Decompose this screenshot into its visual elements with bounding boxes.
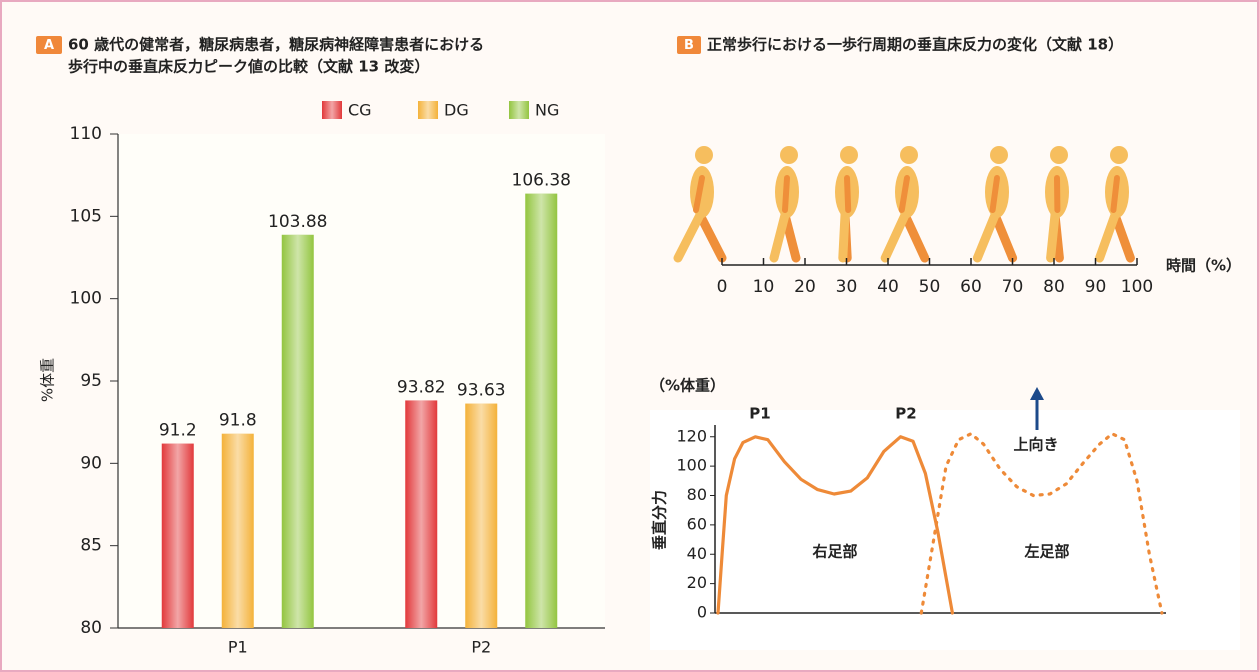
legend-swatch-shine: [509, 101, 529, 119]
annotation: P2: [895, 405, 916, 423]
bar-shine: [465, 403, 498, 628]
figure-head: [900, 146, 918, 164]
y-tick-label: 105: [70, 206, 102, 226]
data-label: 91.2: [159, 421, 197, 441]
data-label: 93.82: [397, 377, 446, 397]
y-tick-label: 95: [80, 371, 102, 391]
badge: B: [684, 38, 694, 53]
annotation: P1: [749, 405, 770, 423]
x-tick-label: P1: [228, 638, 248, 657]
badge: A: [44, 38, 54, 53]
x-tick-label: 70: [1002, 277, 1024, 297]
x-tick-label: 10: [753, 277, 775, 297]
x-tick-label: 90: [1085, 277, 1107, 297]
line-series: [716, 435, 954, 615]
y-tick-label: 100: [70, 289, 102, 309]
annotation: 上向き: [1013, 436, 1058, 454]
figure-leg: [1110, 210, 1135, 263]
series-label: 右足部: [812, 543, 857, 561]
x-axis-label: 時間（%）: [1166, 257, 1241, 275]
legend-label: CG: [348, 101, 372, 120]
y-tick-label: 80: [80, 618, 102, 638]
line-series: [919, 432, 1164, 615]
figure-arm: [898, 175, 910, 213]
y-tick-label: 20: [687, 573, 707, 592]
figure-head: [990, 146, 1008, 164]
figure-leg: [1095, 210, 1120, 263]
legend-label: DG: [444, 101, 469, 120]
y-tick-label: 40: [687, 544, 707, 563]
x-tick-label: 50: [919, 277, 941, 297]
data-label: 91.8: [219, 411, 257, 431]
badge-box: [677, 36, 701, 54]
figure-arm: [693, 175, 705, 213]
y-tick-label: 0: [697, 603, 707, 622]
bar-shine: [281, 234, 314, 628]
figure-leg: [990, 210, 1018, 263]
data-label: 93.63: [457, 381, 506, 401]
figure-head: [695, 146, 713, 164]
chart-title: 正常歩行における一歩行周期の垂直床反力の変化（文献 18）: [707, 36, 1123, 54]
plot-area: [118, 134, 605, 628]
bar-shine: [161, 443, 194, 628]
figure-leg: [673, 210, 705, 263]
figure-head: [1050, 146, 1068, 164]
y-tick-label: 110: [70, 124, 102, 144]
unit-label: （%体重）: [650, 377, 725, 395]
x-tick-label: 100: [1121, 277, 1153, 297]
badge-box: [36, 36, 62, 54]
figure-leg: [695, 210, 727, 263]
data-label: 106.38: [512, 171, 571, 191]
figure-head: [840, 146, 858, 164]
bar-shine: [525, 193, 558, 629]
x-tick-label: 30: [836, 277, 858, 297]
y-tick-label: 80: [687, 485, 707, 504]
arrow-head: [1030, 387, 1044, 400]
x-tick-label: P2: [471, 638, 491, 657]
data-label: 103.88: [268, 212, 327, 232]
figure-leg: [972, 210, 1000, 263]
y-tick-label: 85: [80, 536, 102, 556]
y-tick-label: 100: [676, 456, 707, 475]
x-tick-label: 40: [877, 277, 899, 297]
figure-arm: [844, 175, 852, 213]
y-axis-label: 垂直分力: [651, 490, 669, 550]
chart-title: 60 歳代の健常者，糖尿病患者，糖尿病神経障害患者における: [68, 36, 484, 54]
figure-arm: [1110, 175, 1120, 213]
legend-swatch-shine: [418, 101, 438, 119]
figure-arm: [989, 175, 1000, 213]
y-tick-label: 90: [80, 453, 102, 473]
series-label: 左足部: [1023, 543, 1069, 561]
figure-leg: [880, 210, 910, 263]
x-tick-label: 0: [717, 277, 728, 297]
chart-title: 歩行中の垂直床反力ピーク値の比較（文献 13 改変）: [68, 58, 429, 76]
legend-label: NG: [535, 101, 559, 120]
y-tick-label: 60: [687, 514, 707, 533]
figure-leg: [1046, 210, 1060, 263]
figure-leg: [838, 210, 850, 263]
x-tick-label: 20: [794, 277, 816, 297]
figure-leg: [900, 210, 930, 263]
bar-shine: [221, 433, 254, 628]
figure-arm: [782, 175, 790, 213]
x-tick-label: 80: [1043, 277, 1065, 297]
figure-head: [780, 146, 798, 164]
plot-area: [650, 410, 1240, 650]
legend-swatch-shine: [322, 101, 342, 119]
y-axis-label: %体重: [39, 358, 57, 402]
bar-shine: [405, 400, 438, 628]
y-tick-label: 120: [676, 426, 707, 445]
x-tick-label: 60: [960, 277, 982, 297]
figure-head: [1110, 146, 1128, 164]
figure-leg: [769, 210, 790, 263]
